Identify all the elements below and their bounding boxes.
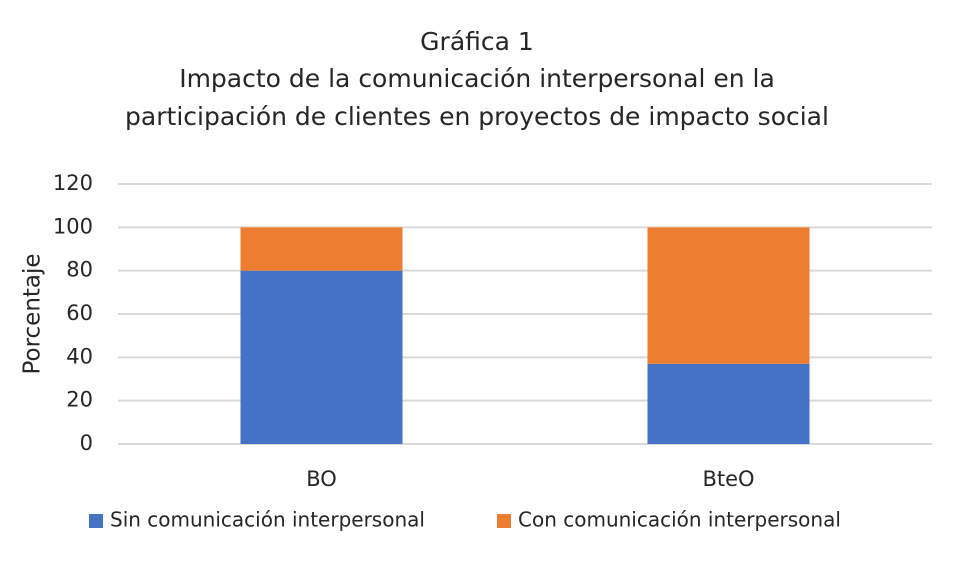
chart-title: Gráfica 1 bbox=[420, 27, 534, 56]
bar-segment bbox=[647, 227, 810, 364]
y-tick-label: 80 bbox=[66, 258, 93, 282]
x-tick-label: BteO bbox=[702, 467, 754, 491]
y-tick-label: 100 bbox=[53, 214, 93, 238]
bar-segment bbox=[647, 363, 810, 444]
legend-label: Sin comunicación interpersonal bbox=[110, 508, 425, 532]
y-tick-label: 20 bbox=[66, 388, 93, 412]
y-tick-label: 0 bbox=[80, 431, 93, 455]
y-tick-label: 60 bbox=[66, 301, 93, 325]
chart-title: Impacto de la comunicación interpersonal… bbox=[179, 64, 775, 93]
x-tick-label: BO bbox=[306, 467, 337, 491]
bar-segment bbox=[240, 227, 403, 271]
chart-title: participación de clientes en proyectos d… bbox=[125, 102, 829, 131]
y-axis-label: Porcentaje bbox=[20, 253, 46, 374]
y-tick-label: 40 bbox=[66, 344, 93, 368]
legend-swatch bbox=[89, 514, 103, 528]
y-tick-label: 120 bbox=[53, 171, 93, 195]
legend-label: Con comunicación interpersonal bbox=[518, 508, 841, 532]
legend-swatch bbox=[497, 514, 511, 528]
bar-segment bbox=[240, 270, 403, 444]
